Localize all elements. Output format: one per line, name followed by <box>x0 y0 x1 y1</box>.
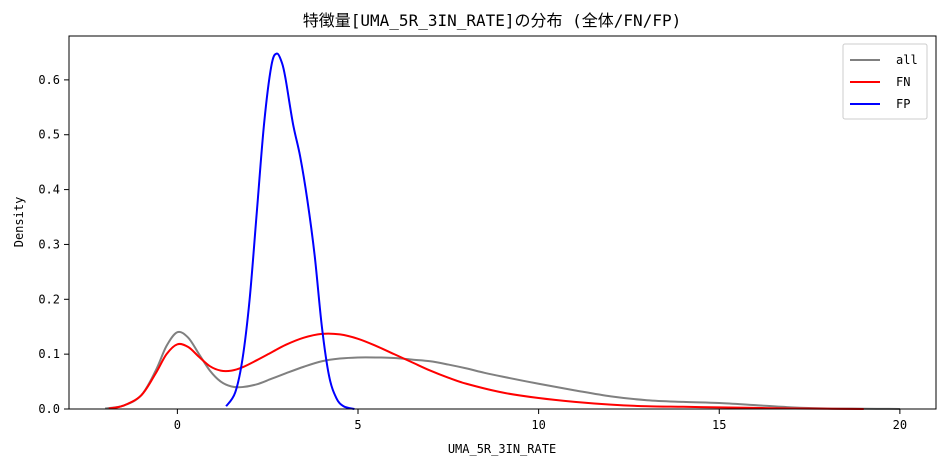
x-axis-ticks: 0 5 10 15 20 <box>174 409 907 432</box>
y-tick-label: 0.3 <box>38 237 60 251</box>
y-axis-label: Density <box>12 197 26 248</box>
legend-label-fn: FN <box>896 75 910 89</box>
y-tick-label: 0.2 <box>38 292 60 306</box>
x-axis-label: UMA_5R_3IN_RATE <box>448 442 556 456</box>
y-tick-label: 0.6 <box>38 73 60 87</box>
x-tick-label: 0 <box>174 418 181 432</box>
y-tick-label: 0.0 <box>38 402 60 416</box>
series-line-fn <box>108 332 864 410</box>
legend: all FN FP <box>842 43 928 120</box>
legend-box <box>842 43 928 120</box>
y-tick-label: 0.5 <box>38 128 60 142</box>
plot-area <box>68 35 937 410</box>
y-tick-label: 0.4 <box>38 183 60 197</box>
x-tick-label: 5 <box>354 418 361 432</box>
chart-title: 特徴量[UMA_5R_3IN_RATE]の分布 (全体/FN/FP) <box>303 11 681 30</box>
series-curves <box>104 52 900 410</box>
axes-frame <box>68 35 937 410</box>
legend-label-all: all <box>896 53 918 67</box>
y-axis-ticks: 0.0 0.1 0.2 0.3 0.4 0.5 0.6 <box>38 73 69 416</box>
y-tick-label: 0.1 <box>38 347 60 361</box>
x-tick-label: 10 <box>531 418 545 432</box>
x-tick-label: 20 <box>893 418 907 432</box>
x-tick-label: 15 <box>712 418 726 432</box>
series-line-all <box>104 330 900 410</box>
legend-label-fp: FP <box>896 97 910 111</box>
series-line-fp <box>225 52 355 410</box>
